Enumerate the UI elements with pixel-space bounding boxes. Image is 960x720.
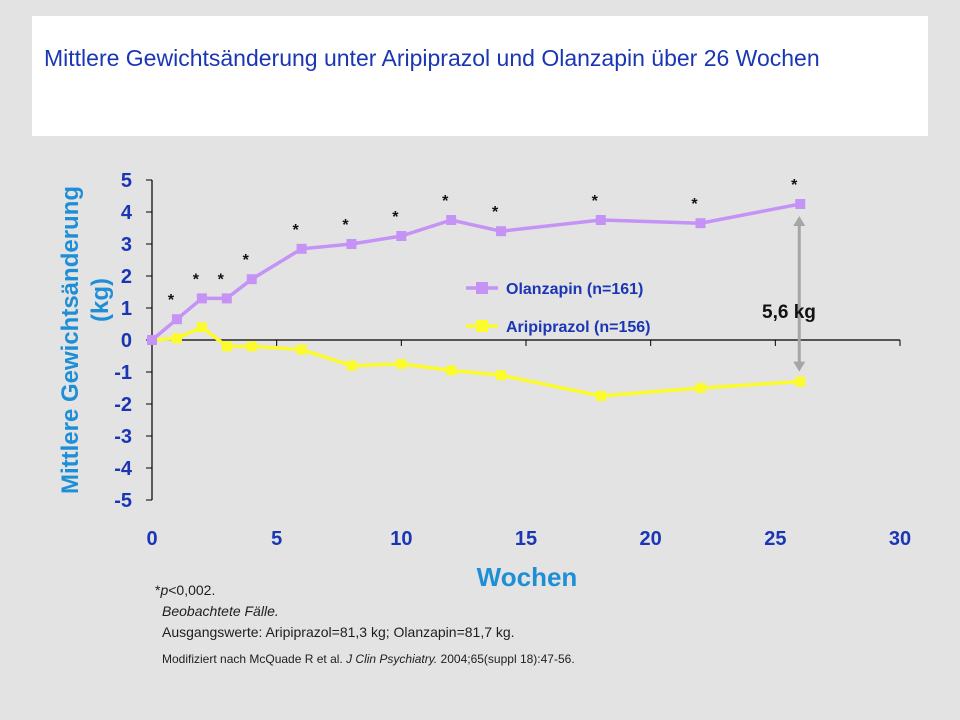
y-tick-label: -5 (114, 490, 132, 512)
y-tick-label: -4 (114, 458, 133, 480)
olanzapin-point (346, 239, 357, 249)
legend-marker (476, 320, 488, 332)
legend-marker (476, 282, 488, 294)
legend-label: Aripiprazol (n=156) (506, 319, 650, 336)
aripiprazol-point (396, 359, 407, 369)
significance-star: * (218, 271, 225, 288)
aripiprazol-point (695, 383, 706, 393)
y-tick-label: 0 (121, 330, 132, 352)
y-tick-label: -2 (114, 394, 132, 416)
y-axis-label-line2: (kg) (87, 278, 114, 322)
olanzapin-point (446, 215, 457, 225)
aripiprazol-point (196, 322, 207, 333)
x-tick-label: 15 (515, 528, 537, 550)
olanzapin-point (695, 218, 706, 229)
olanzapin-point (396, 231, 407, 241)
y-tick-label: 5 (121, 170, 132, 192)
aripiprazol-point (171, 333, 182, 344)
aripiprazol-point (446, 365, 457, 376)
aripiprazol-point (246, 341, 257, 352)
aripiprazol-point (296, 344, 307, 355)
y-tick-label: 3 (121, 234, 132, 256)
y-axis-label: Mittlere Gewichtsänderung (kg) (57, 186, 114, 494)
significance-star: * (592, 193, 599, 210)
footnote-p-value: *p<0,002. (155, 582, 215, 598)
footnote-p-italic: p (160, 582, 169, 598)
x-tick-label: 25 (764, 528, 786, 550)
source-text: Modifiziert nach McQuade R et al. (162, 652, 347, 666)
olanzapin-point (246, 274, 257, 285)
y-tick-label: 1 (121, 298, 132, 320)
significance-star: * (492, 204, 499, 221)
difference-label: 5,6 kg (762, 302, 816, 323)
significance-star: * (342, 217, 349, 234)
significance-star: * (791, 177, 798, 194)
olanzapin-point (171, 314, 182, 325)
olanzapin-point (147, 335, 157, 345)
x-tick-label: 0 (146, 528, 157, 550)
x-tick-label: 30 (889, 528, 911, 550)
aripiprazol-point (795, 376, 806, 387)
source-journal: J Clin Psychiatry. (346, 652, 438, 666)
olanzapin-point (296, 243, 307, 254)
significance-star: * (392, 209, 399, 226)
difference-arrow-up (793, 216, 806, 226)
footnote-observed: Beobachtete Fälle. (162, 603, 279, 619)
legend-label: Olanzapin (n=161) (506, 281, 643, 298)
significance-star: * (168, 292, 175, 309)
difference-annotation: 5,6 kg (762, 216, 816, 372)
aripiprazol-point (346, 360, 357, 371)
significance-star: * (691, 196, 698, 213)
x-tick-label: 5 (271, 528, 282, 550)
legend: Olanzapin (n=161) Aripiprazol (n=156) (466, 281, 650, 336)
title-box: Mittlere Gewichtsänderung unter Aripipra… (32, 16, 928, 136)
significance-markers: * * * * * * * * * * * * (168, 177, 798, 309)
footnote-p-text: <0,002. (168, 582, 216, 598)
footnote-baseline: Ausgangswerte: Aripiprazol=81,3 kg; Olan… (162, 624, 515, 640)
aripiprazol-point (221, 341, 232, 352)
page-title: Mittlere Gewichtsänderung unter Aripipra… (44, 45, 820, 71)
significance-star: * (243, 252, 250, 269)
olanzapin-point (795, 199, 806, 209)
x-tick-label: 10 (390, 528, 412, 550)
x-axis-label: Wochen (477, 562, 578, 592)
aripiprazol-point (496, 370, 507, 381)
difference-arrow-down (793, 361, 806, 372)
y-tick-label: -1 (114, 362, 132, 384)
x-tick-label: 20 (640, 528, 662, 550)
y-tick-label: 2 (121, 266, 132, 288)
series-lines (147, 199, 806, 401)
significance-star: * (193, 271, 200, 288)
aripiprazol-point (595, 391, 606, 401)
y-tick-label: 4 (121, 202, 133, 224)
olanzapin-point (496, 226, 507, 237)
olanzapin-point (221, 293, 232, 304)
y-axis-label-line1: Mittlere Gewichtsänderung (57, 186, 84, 494)
olanzapin-point (595, 215, 606, 225)
significance-star: * (292, 222, 299, 239)
significance-star: * (442, 193, 449, 210)
source-details: 2004;65(suppl 18):47-56. (437, 652, 575, 666)
footnote-source: Modifiziert nach McQuade R et al. J Clin… (162, 652, 575, 666)
y-tick-label: -3 (114, 426, 132, 448)
olanzapin-point (196, 293, 207, 304)
footnote-p-star: * (155, 582, 161, 598)
